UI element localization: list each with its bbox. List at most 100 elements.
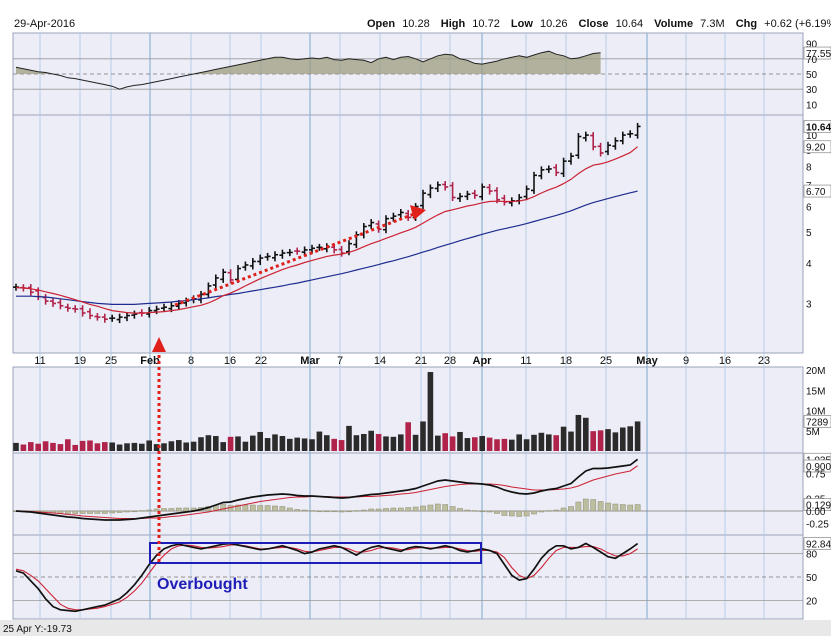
price-bar: [575, 133, 582, 159]
price-bar: [420, 189, 426, 210]
volume-bar: [612, 432, 619, 451]
volume-bar: [257, 431, 263, 451]
volume-bar: [420, 421, 426, 451]
rsi-tick-label: 70: [806, 55, 818, 66]
volume-bar: [161, 443, 167, 451]
price-bar: [227, 269, 234, 284]
volume-bar: [383, 436, 389, 451]
price-bar: [449, 182, 456, 202]
macd-histogram-bar: [627, 504, 634, 512]
macd-histogram-bar: [590, 499, 597, 512]
rsi-line: [15, 50, 601, 90]
overbought-label: Overbought: [157, 576, 248, 593]
price-bar: [494, 187, 500, 204]
stoch-d-line: [15, 544, 638, 611]
volume-bar: [509, 439, 515, 451]
volume-bar: [324, 435, 330, 451]
volume-bar: [87, 440, 93, 451]
macd-histogram-bar: [242, 504, 249, 512]
macd-histogram-bar: [449, 506, 456, 512]
x-tick-label: Mar: [300, 355, 320, 367]
macd-histogram-bar: [183, 507, 190, 512]
price-last-label-box: [803, 120, 831, 133]
price-bar: [434, 181, 441, 192]
macd-histogram-bar: [109, 510, 116, 514]
macd-histogram-bar: [405, 507, 412, 512]
rsi-tick-label-box: [803, 46, 831, 60]
macd-histogram-bar: [560, 507, 567, 512]
volume-bar: [560, 426, 567, 451]
price-bar: [242, 261, 249, 271]
macd-tick-label: 0.75: [806, 470, 826, 481]
stoch-tick-label-box: [803, 537, 831, 550]
low-label: Low: [511, 18, 533, 30]
volume-label: Volume: [654, 18, 693, 30]
price-bar: [464, 190, 471, 200]
price-bar: [531, 171, 537, 194]
price-bar: [560, 157, 567, 178]
high-value: 10.72: [472, 18, 500, 30]
price-last-label: 10.64: [806, 122, 831, 133]
rsi-tick-label: 50: [806, 70, 818, 81]
volume-bar: [442, 433, 448, 451]
price-bar: [486, 183, 493, 195]
volume-bar: [153, 444, 160, 451]
macd-histogram-bar: [138, 510, 145, 512]
low-value: 10.26: [540, 18, 568, 30]
price-bar: [479, 183, 486, 201]
volume-bar: [190, 441, 197, 451]
rsi-layer: [13, 50, 803, 90]
sma-last-label-box: [803, 184, 831, 198]
volume-bar: [198, 437, 204, 451]
macd-histogram-bar: [634, 504, 641, 512]
volume-bar: [20, 444, 27, 451]
signal-arrow-head: [152, 337, 166, 352]
macd-histogram-bar: [331, 510, 338, 513]
macd-tick-label: 0.00: [806, 507, 826, 518]
price-bar: [471, 189, 478, 199]
macd-histogram-bar: [605, 502, 611, 512]
macd-tick-label: 0.900: [806, 462, 831, 473]
volume-bar: [220, 442, 226, 451]
rsi-area: [16, 51, 601, 74]
volume-bar: [449, 436, 456, 451]
price-bar: [627, 130, 634, 138]
price-bar: [316, 243, 323, 251]
volume-bar: [546, 434, 552, 451]
macd-histogram-bar: [161, 508, 167, 512]
price-bar: [612, 137, 619, 150]
volume-bar: [597, 430, 604, 451]
macd-histogram-bar: [582, 498, 589, 512]
price-bar: [634, 122, 641, 139]
volume-bar: [568, 431, 574, 451]
price-tick-label: 8: [806, 162, 812, 173]
macd-histogram-bar: [397, 507, 404, 512]
volume-bar: [65, 439, 71, 451]
macd-histogram-bar: [486, 510, 493, 513]
volume-bar: [590, 431, 596, 451]
volume-last-label: 7289: [806, 417, 829, 428]
macd-histogram-bar: [279, 506, 286, 512]
price-bar: [538, 166, 545, 180]
volume-bar: [494, 439, 500, 451]
volume-bar: [279, 436, 286, 451]
rsi-tick-label: 77.55: [806, 49, 831, 60]
volume-bar: [13, 442, 19, 451]
price-bar: [57, 299, 64, 310]
volume-bar: [102, 442, 108, 451]
macd-histogram-bar: [264, 505, 271, 512]
price-bar: [368, 219, 375, 230]
macd-histogram-bar: [375, 508, 382, 512]
price-bar: [212, 274, 219, 289]
macd-histogram-bar: [101, 510, 108, 514]
volume-bar: [338, 440, 345, 451]
volume-bar: [435, 435, 441, 451]
volume-bar: [605, 429, 611, 451]
price-bar: [87, 308, 93, 320]
macd-histogram-bar: [516, 510, 523, 517]
volume-bar: [264, 438, 271, 451]
macd-histogram-bar: [390, 507, 397, 512]
x-tick-label: 11: [520, 355, 531, 367]
macd-histogram-bar: [87, 510, 93, 514]
volume-bar: [353, 435, 360, 451]
